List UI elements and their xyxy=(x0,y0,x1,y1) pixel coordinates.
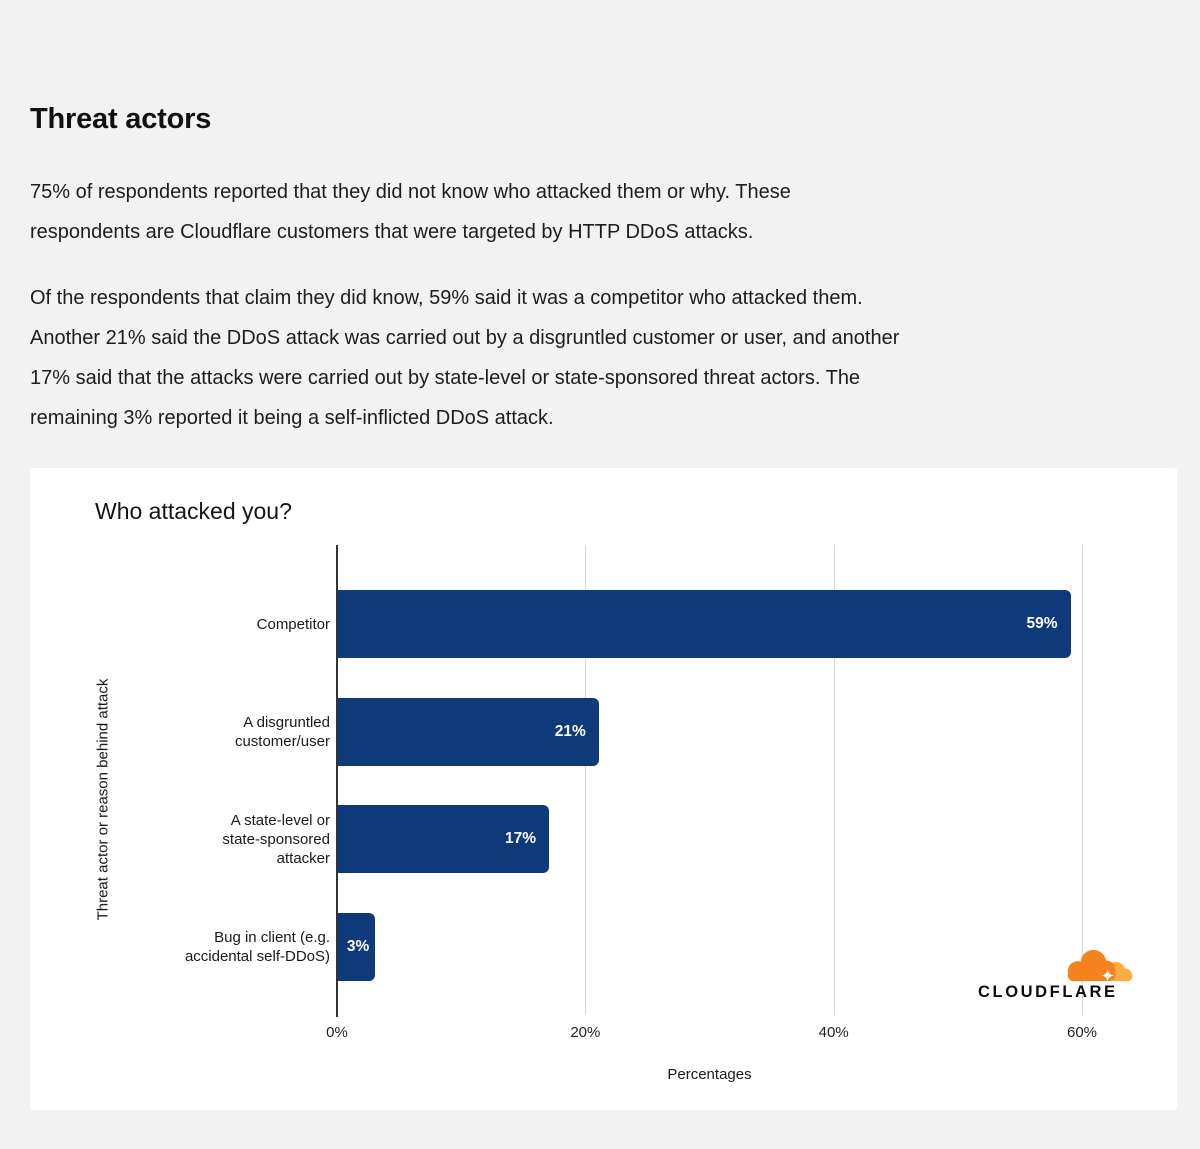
paragraph-1: 75% of respondents reported that they di… xyxy=(30,181,791,243)
x-gridline xyxy=(585,545,587,1015)
page-title: Threat actors xyxy=(30,103,212,136)
cloudflare-wordmark: CLOUDFLARE xyxy=(978,983,1118,1001)
bar: 21% xyxy=(338,698,599,766)
bar-value-label: 3% xyxy=(346,938,370,955)
category-label: A disgruntled customer/user xyxy=(234,714,330,750)
bar: 3% xyxy=(338,913,376,981)
chart-card: Who attacked you? Threat actor or reason… xyxy=(30,468,1177,1110)
x-tick-label: 0% xyxy=(326,1024,348,1041)
x-tick-label: 40% xyxy=(818,1024,849,1041)
category-label: A state-level or state-sponsored attacke… xyxy=(222,811,330,867)
cloudflare-logo: CLOUDFLARE xyxy=(978,947,1138,1009)
x-tick-label: 60% xyxy=(1066,1024,1098,1041)
x-tick-label: 20% xyxy=(570,1024,601,1041)
x-gridline xyxy=(833,545,835,1015)
bar-value-label: 21% xyxy=(554,723,586,740)
bar-value-label: 17% xyxy=(505,830,537,847)
cloud-primary xyxy=(1067,949,1116,982)
x-axis-title: Percentages xyxy=(667,1066,752,1083)
paragraph-2: Of the respondents that claim they did k… xyxy=(30,287,900,429)
category-label: Bug in client (e.g. accidental self-DDoS… xyxy=(184,929,330,965)
chart-title: Who attacked you? xyxy=(95,498,292,524)
category-label: Competitor xyxy=(256,615,330,633)
plot-area: 0% 20% 40% 60% 59% Competitor 21% A disgruntled… xyxy=(30,468,1177,1110)
bar-value-label: 59% xyxy=(1026,615,1058,632)
cloudflare-cloud-icon xyxy=(1067,949,1133,982)
x-gridline xyxy=(1082,545,1083,1015)
y-axis-line xyxy=(336,545,338,1017)
flare xyxy=(1101,969,1114,982)
bar: 17% xyxy=(338,805,550,873)
bar: 59% xyxy=(338,590,1071,658)
